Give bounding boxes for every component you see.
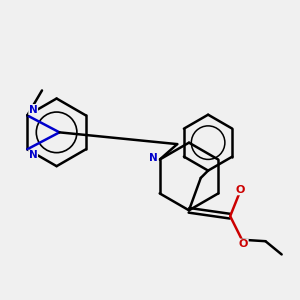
Text: O: O xyxy=(235,185,244,195)
Text: N: N xyxy=(29,104,38,115)
Text: N: N xyxy=(149,153,158,163)
Text: N: N xyxy=(29,150,38,160)
Text: O: O xyxy=(239,239,248,249)
